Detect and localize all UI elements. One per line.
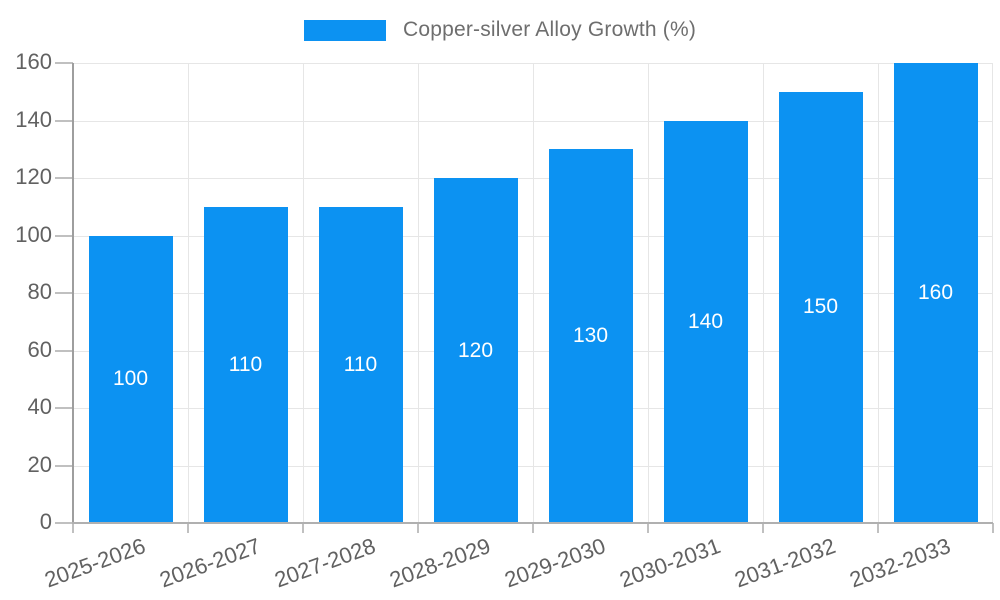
bar-value-label: 120	[457, 338, 494, 362]
bar-value-label: 110	[343, 352, 378, 376]
gridline-vertical	[533, 63, 534, 523]
bar[interactable]: 110	[203, 206, 288, 523]
y-tick-mark	[55, 522, 73, 524]
x-axis-tick-label: 2027-2028	[271, 533, 380, 593]
x-axis-tick-label: 2032-2033	[846, 533, 955, 593]
bar-value-label: 160	[917, 281, 954, 304]
bar[interactable]: 100	[88, 235, 173, 523]
y-axis-tick-label: 120	[15, 163, 52, 189]
gridline-vertical	[992, 63, 993, 523]
legend-swatch	[303, 19, 386, 41]
x-axis-tick-label: 2025-2026	[41, 533, 150, 593]
y-axis: 0 20 40 60 80 100 120 140 160	[0, 49, 52, 534]
gridline-vertical	[303, 63, 304, 523]
chart-legend: Copper-silver Alloy Growth (%)	[0, 18, 1000, 42]
y-tick-mark	[55, 177, 73, 179]
gridline-vertical	[648, 63, 649, 523]
y-tick-mark	[55, 234, 73, 237]
plot-area: 100 110 110 120 130 140 150 160	[55, 62, 994, 533]
x-axis-line	[72, 522, 993, 524]
x-tick-mark	[647, 523, 649, 533]
y-tick-mark	[55, 292, 73, 294]
bar-value-label: 150	[802, 295, 839, 319]
y-tick-mark	[55, 62, 73, 64]
y-axis-tick-label: 60	[27, 336, 52, 362]
y-axis-line	[72, 63, 74, 523]
bar-value-label: 110	[228, 352, 263, 376]
bar[interactable]: 110	[318, 206, 403, 523]
bar-value-label: 130	[572, 324, 609, 348]
x-tick-mark	[992, 523, 994, 533]
gridline-vertical	[418, 63, 419, 523]
x-axis-tick-label: 2029-2030	[501, 533, 610, 593]
bar[interactable]: 120	[433, 178, 518, 523]
gridline-vertical	[763, 63, 764, 523]
y-axis-tick-label: 0	[39, 508, 52, 534]
bar[interactable]: 160	[893, 63, 978, 523]
y-axis-tick-label: 20	[27, 451, 52, 477]
x-tick-mark	[532, 523, 534, 533]
y-axis-tick-label: 80	[27, 278, 52, 304]
gridline-vertical	[188, 63, 189, 523]
x-tick-mark	[187, 523, 189, 533]
x-axis-tick-label: 2026-2027	[156, 533, 265, 593]
y-tick-mark	[55, 119, 73, 122]
y-axis-tick-label: 40	[27, 393, 52, 419]
y-axis-tick-label: 140	[15, 106, 52, 132]
legend-label: Copper-silver Alloy Growth (%)	[402, 18, 697, 41]
x-tick-mark	[762, 523, 764, 533]
y-tick-mark	[55, 407, 73, 409]
x-axis-tick-label: 2030-2031	[616, 533, 725, 593]
x-axis-tick-label: 2031-2032	[731, 533, 840, 593]
bar-value-label: 100	[112, 367, 149, 391]
x-axis-tick-label: 2028-2029	[386, 533, 495, 593]
y-axis-tick-label: 160	[15, 48, 52, 74]
x-tick-mark	[417, 523, 419, 533]
y-axis-tick-label: 100	[15, 221, 52, 247]
bar-value-label: 140	[687, 309, 724, 333]
x-tick-mark	[302, 523, 304, 533]
x-tick-mark	[877, 523, 879, 533]
y-tick-mark	[55, 464, 73, 467]
bar[interactable]: 130	[548, 149, 633, 523]
bar[interactable]: 150	[778, 91, 863, 523]
x-axis: 2025-2026 2026-2027 2027-2028 2028-2029 2029…	[42, 533, 993, 600]
gridline-vertical	[878, 63, 879, 523]
y-tick-mark	[55, 349, 73, 352]
x-tick-mark	[72, 523, 74, 533]
bar[interactable]: 140	[663, 120, 748, 523]
